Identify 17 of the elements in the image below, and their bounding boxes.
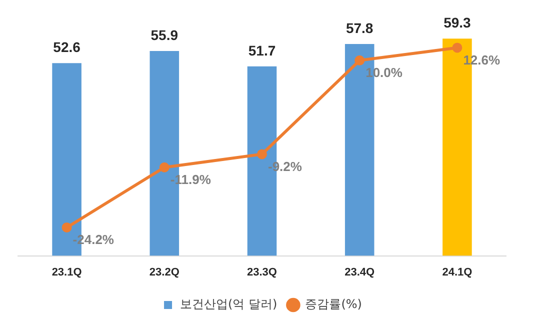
data-label: 51.7 — [248, 42, 276, 58]
x-tick-label: 23.4Q — [344, 266, 376, 278]
x-tick-label: 23.2Q — [149, 266, 180, 278]
legend-label: 보건산업(억 달러) — [180, 297, 278, 312]
data-label: 57.8 — [346, 20, 374, 36]
point — [452, 42, 462, 53]
x-tick-label: 23.3Q — [247, 266, 278, 278]
x-tick-label: 24.1Q — [442, 266, 473, 278]
point — [62, 222, 72, 232]
data-label: 52.6 — [53, 38, 81, 55]
data-label: 59.3 — [444, 14, 472, 30]
point — [159, 162, 170, 172]
legend-label: 증감률(%) — [305, 297, 362, 312]
x-tick-label: 23.1Q — [52, 266, 82, 278]
point — [354, 55, 365, 66]
point — [257, 149, 267, 160]
data-label: 55.9 — [150, 26, 178, 43]
